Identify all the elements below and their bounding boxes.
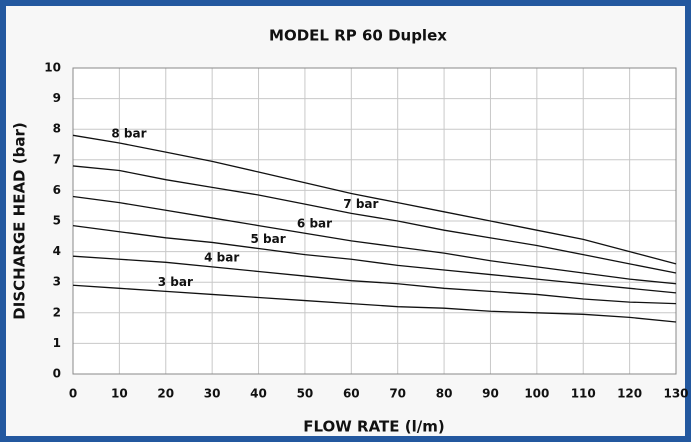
chart-title: MODEL RP 60 Duplex xyxy=(269,27,447,45)
series-label: 4 bar xyxy=(204,250,239,264)
series-line xyxy=(72,134,677,265)
series-line xyxy=(72,195,677,285)
plot-border xyxy=(72,67,677,375)
y-tick-label: 0 xyxy=(53,367,61,381)
series-line xyxy=(72,165,677,274)
x-tick-label: 20 xyxy=(157,387,174,401)
x-tick-label: 130 xyxy=(663,387,688,401)
series-label: 8 bar xyxy=(111,126,146,140)
y-tick-label: 6 xyxy=(53,183,61,197)
series-line xyxy=(72,255,677,305)
y-tick-label: 8 xyxy=(53,122,61,136)
series-label: 7 bar xyxy=(343,197,378,211)
x-tick-label: 120 xyxy=(617,387,642,401)
x-tick-label: 0 xyxy=(69,387,77,401)
y-tick-label: 9 xyxy=(53,91,61,105)
x-tick-label: 60 xyxy=(343,387,360,401)
y-tick-label: 5 xyxy=(53,214,61,228)
series-line xyxy=(72,224,677,294)
x-tick-label: 80 xyxy=(436,387,453,401)
y-tick-label: 4 xyxy=(53,244,61,258)
series-label: 6 bar xyxy=(297,217,332,231)
x-tick-label: 10 xyxy=(111,387,128,401)
series-label: 3 bar xyxy=(158,275,193,289)
x-tick-label: 70 xyxy=(389,387,406,401)
x-tick-label: 110 xyxy=(571,387,596,401)
y-tick-label: 2 xyxy=(53,305,61,319)
x-tick-label: 100 xyxy=(524,387,549,401)
y-tick-label: 10 xyxy=(44,61,61,75)
x-tick-label: 40 xyxy=(250,387,267,401)
y-tick-label: 7 xyxy=(53,152,61,166)
x-tick-label: 90 xyxy=(482,387,499,401)
y-tick-label: 1 xyxy=(53,336,61,350)
x-axis-label: FLOW RATE (l/m) xyxy=(303,418,444,436)
y-axis-label: DISCHARGE HEAD (bar) xyxy=(11,122,29,319)
y-tick-label: 3 xyxy=(53,275,61,289)
x-tick-label: 30 xyxy=(204,387,221,401)
series-line xyxy=(72,284,677,323)
series-label: 5 bar xyxy=(251,232,286,246)
x-tick-label: 50 xyxy=(297,387,314,401)
